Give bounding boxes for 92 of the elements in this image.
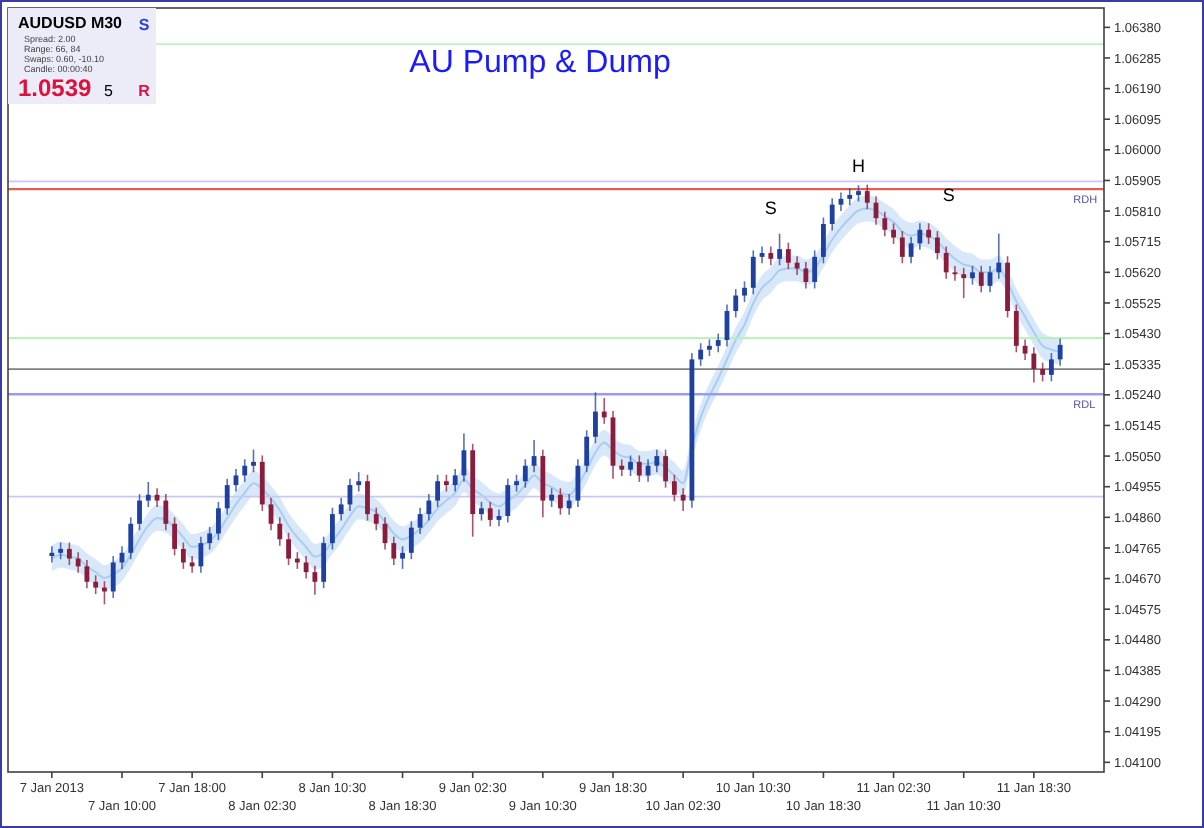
candlestick <box>312 564 318 596</box>
annotation: 1.0539 <box>18 74 93 102</box>
annotation: H <box>852 155 865 176</box>
candlestick <box>251 448 256 473</box>
candlestick <box>654 448 660 473</box>
candlestick <box>715 332 721 354</box>
candlestick <box>978 265 984 294</box>
candlestick <box>1057 337 1063 367</box>
candlestick <box>338 497 344 522</box>
candlestick <box>908 236 914 265</box>
candlestick <box>663 448 669 489</box>
candlestick <box>505 477 511 524</box>
candlestick <box>1040 361 1046 383</box>
candlestick <box>277 516 283 547</box>
annotation: S <box>138 16 151 34</box>
candlestick <box>917 222 923 251</box>
candlestick <box>216 501 221 541</box>
candlestick <box>549 487 555 508</box>
candlestick <box>1013 303 1019 354</box>
candlestick <box>680 487 686 512</box>
candlestick <box>373 506 379 532</box>
annotation: AUDUSD M30 <box>18 14 124 32</box>
candlestick <box>207 526 213 551</box>
candlestick <box>137 493 142 532</box>
candlestick <box>522 458 528 489</box>
candlestick <box>189 555 195 574</box>
text: AU Pump & Dump <box>409 46 671 80</box>
candlestick <box>259 454 265 512</box>
annotation: S <box>764 198 777 219</box>
candlestick <box>812 249 818 290</box>
candlestick <box>303 555 309 580</box>
candlestick <box>224 477 230 516</box>
candlestick <box>93 574 99 595</box>
candlestick <box>479 501 484 522</box>
candlestick <box>935 230 940 261</box>
candlestick <box>321 535 327 590</box>
candlestick <box>943 245 949 280</box>
candlestick <box>733 288 739 319</box>
candlestick <box>417 506 423 535</box>
candlestick <box>961 267 967 299</box>
candlestick <box>636 454 642 483</box>
candlestick <box>698 342 704 367</box>
candlestick <box>785 241 791 270</box>
candlestick <box>899 230 905 265</box>
candlestick <box>864 183 870 210</box>
candlestick <box>145 481 151 508</box>
candlestick <box>566 493 572 516</box>
candlestick <box>593 391 598 444</box>
candlestick <box>996 232 1002 280</box>
candlestick <box>671 473 677 503</box>
candlestick <box>891 222 896 245</box>
candlestick <box>110 555 116 599</box>
candlestick <box>750 249 756 296</box>
annotation: R <box>138 82 151 100</box>
candlestick <box>768 245 774 267</box>
candlestick <box>242 458 248 483</box>
candlestick <box>584 429 590 473</box>
candlestick <box>66 541 72 566</box>
candlestick <box>487 501 493 528</box>
candlestick <box>821 216 826 265</box>
candlestick <box>49 545 55 564</box>
candlestick <box>540 448 546 519</box>
candlestick <box>628 454 633 477</box>
candlestick <box>777 232 782 267</box>
candlestick <box>829 197 835 232</box>
candlestick <box>356 471 362 493</box>
candlestick <box>1048 352 1054 383</box>
candlestick <box>180 541 186 570</box>
candlestick <box>1031 346 1037 384</box>
candlestick <box>128 516 134 561</box>
candlestick <box>198 535 204 574</box>
candlestick <box>742 280 747 303</box>
candlestick <box>365 473 370 522</box>
candlestick <box>408 520 414 561</box>
annotation: 5 <box>104 82 114 100</box>
candlestick <box>557 487 563 516</box>
candlestick <box>435 473 441 508</box>
candlestick <box>619 458 625 477</box>
candlestick <box>426 493 432 522</box>
candlestick <box>970 265 975 286</box>
candlestick <box>75 551 81 574</box>
candlestick <box>400 545 405 570</box>
candlestick <box>882 210 888 238</box>
candlestick <box>452 468 458 493</box>
annotation: S <box>942 184 955 205</box>
candlestick <box>172 516 177 557</box>
candlestick <box>391 535 397 566</box>
candlestick <box>330 506 335 551</box>
candlestick <box>803 261 809 290</box>
candlestick <box>926 222 932 245</box>
candlestick <box>163 493 169 532</box>
candlestick <box>286 532 291 566</box>
